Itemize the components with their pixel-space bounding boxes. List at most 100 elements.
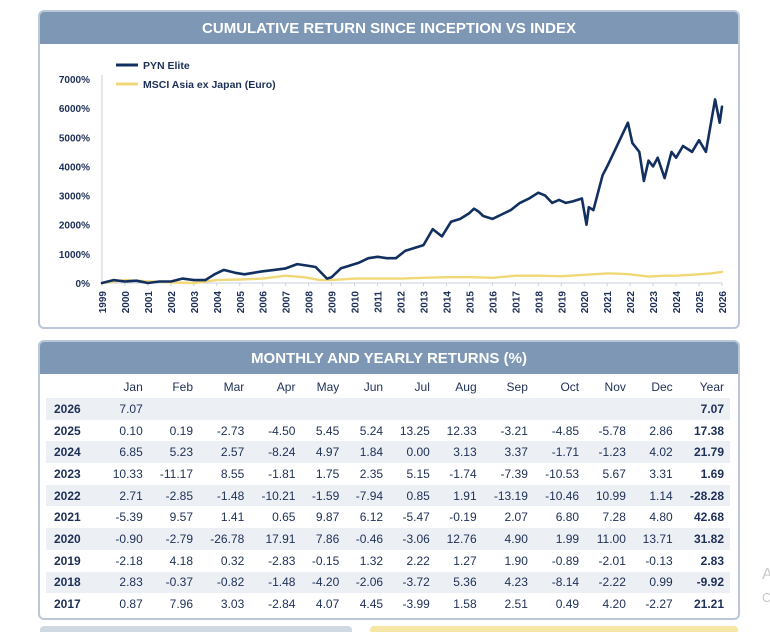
yearly-return-cell: 42.68	[693, 510, 724, 525]
x-tick-label: 2001	[144, 291, 155, 314]
monthly-return-cell: 4.97	[301, 441, 346, 464]
x-tick-label: 2016	[488, 291, 499, 314]
monthly-return-cell: 2.86	[649, 423, 673, 438]
monthly-return-cell: 5.23	[148, 441, 200, 464]
row-year: 2022	[46, 484, 102, 507]
row-year: 2020	[46, 528, 102, 550]
row-year: 2021	[54, 510, 81, 525]
x-tick-label: 2022	[626, 291, 637, 314]
x-tick-label: 2013	[419, 291, 430, 314]
yearly-return-cell: 21.21	[693, 597, 724, 612]
monthly-return-cell: -2.27	[645, 597, 673, 612]
monthly-return-cell: -0.13	[645, 553, 673, 568]
monthly-return-cell: -0.46	[345, 528, 390, 550]
yearly-return-cell: 31.82	[678, 528, 730, 550]
y-tick-label: 6000%	[59, 104, 90, 115]
yearly-return-cell: 7.07	[678, 398, 730, 420]
monthly-return-cell: -2.85	[148, 484, 200, 507]
monthly-return-cell: -0.82	[199, 571, 251, 594]
column-header-mar: Mar	[223, 380, 245, 394]
row-year: 2026	[46, 398, 102, 420]
monthly-return-cell: 9.57	[169, 510, 194, 525]
monthly-return-cell: -2.22	[585, 571, 632, 594]
monthly-return-cell: 0.49	[555, 597, 580, 612]
monthly-return-cell: -3.99	[402, 597, 430, 612]
column-header-feb: Feb	[172, 380, 194, 394]
table-row: 2021 -5.39 9.57 1.41 0.65 9.87 6.12 -5.47 -0.19 2…	[46, 506, 730, 528]
monthly-return-cell: 0.10	[119, 423, 143, 438]
monthly-returns-panel: MONTHLY AND YEARLY RETURNS (%) Jan Feb Mar…	[38, 340, 740, 620]
x-tick-label: 2007	[282, 291, 293, 314]
x-tick-label: 2019	[557, 291, 568, 314]
monthly-return-cell	[148, 398, 200, 420]
monthly-return-cell: 6.80	[555, 510, 580, 525]
monthly-return-cell: 6.85	[102, 441, 149, 464]
x-tick-label: 2009	[328, 291, 339, 314]
yearly-return-cell: -28.28	[678, 484, 730, 507]
y-tick-label: 0%	[76, 279, 91, 290]
monthly-return-cell: 0.99	[631, 571, 679, 594]
table-row: 2026 7.07 7.07	[46, 398, 730, 420]
monthly-return-cell: 2.51	[504, 597, 528, 612]
x-tick-label: 2012	[397, 291, 408, 314]
table-row: 2023 10.33 -11.17 8.55 -1.81 1.75 2.35 5.15 -1.7…	[46, 463, 730, 485]
monthly-return-cell: -1.23	[585, 441, 632, 464]
monthly-return-cell: 12.33	[446, 423, 477, 438]
table-row: 2017 0.87 7.96 3.03 -2.84 4.07 4.45 -3.99 1.58 2.…	[46, 593, 730, 615]
monthly-return-cell: -8.14	[533, 571, 586, 594]
x-tick-label: 2005	[236, 291, 247, 314]
monthly-return-cell: -10.53	[545, 466, 580, 481]
monthly-return-cell: 4.45	[359, 597, 384, 612]
monthly-return-cell: 4.23	[482, 571, 534, 594]
row-year: 2025	[54, 423, 81, 438]
x-tick-label: 2026	[718, 291, 729, 314]
monthly-return-cell: 4.02	[631, 441, 679, 464]
table-row: 2019 -2.18 4.18 0.32 -2.83 -0.15 1.32 2.22 1.27 1…	[46, 550, 730, 572]
chart-title: CUMULATIVE RETURN SINCE INCEPTION VS IND…	[40, 12, 738, 44]
monthly-return-cell: -3.21	[500, 423, 528, 438]
monthly-return-cell: 7.07	[102, 398, 149, 420]
monthly-return-cell: 8.55	[220, 466, 245, 481]
monthly-return-cell: -2.06	[345, 571, 390, 594]
monthly-returns-table: Jan Feb Mar Apr May Jun Jul Aug Sep Oct Nov Dec Year…	[46, 376, 730, 615]
x-tick-label: 2000	[121, 291, 132, 314]
series-line-msci-asia-ex-japan-euro	[100, 270, 724, 285]
monthly-return-cell: -5.39	[115, 510, 143, 525]
monthly-return-cell: 1.75	[315, 466, 340, 481]
yearly-return-cell: 21.79	[678, 441, 730, 464]
monthly-return-cell	[585, 398, 632, 420]
monthly-return-cell: -0.37	[148, 571, 200, 594]
edge-glyph-c: C	[762, 590, 770, 605]
cumulative-return-chart: 0% 1000% 2000% 3000% 4000% 5000% 6000% 7000% 199…	[59, 60, 729, 314]
monthly-return-cell: 6.12	[359, 510, 384, 525]
table-header-row: Jan Feb Mar Apr May Jun Jul Aug Sep Oct Nov Dec Year	[46, 376, 730, 398]
monthly-return-cell: 0.87	[119, 597, 143, 612]
monthly-return-cell	[389, 398, 436, 420]
monthly-return-cell: 2.22	[406, 553, 430, 568]
monthly-return-cell: 5.24	[359, 423, 384, 438]
monthly-return-cell: 3.31	[649, 466, 673, 481]
monthly-return-cell	[631, 398, 679, 420]
monthly-return-cell: -1.48	[199, 484, 251, 507]
monthly-return-cell: 5.45	[315, 423, 340, 438]
y-tick-label: 7000%	[59, 75, 90, 86]
x-tick-label: 2008	[305, 291, 316, 314]
x-tick-label: 2010	[351, 291, 362, 314]
monthly-return-cell: -1.74	[449, 466, 477, 481]
monthly-return-cell: -1.71	[533, 441, 586, 464]
x-tick-label: 2002	[167, 291, 178, 314]
x-tick-label: 2014	[442, 291, 453, 314]
next-panel-edge-right	[370, 626, 738, 632]
monthly-return-cell	[435, 398, 483, 420]
table-row: 2022 2.71 -2.85 -1.48 -10.21 -1.59 -7.94 0.85 1.…	[46, 484, 730, 507]
row-year: 2024	[46, 441, 102, 464]
x-tick-label: 1999	[98, 291, 109, 314]
monthly-return-cell: 1.84	[345, 441, 390, 464]
monthly-return-cell: 0.65	[272, 510, 296, 525]
monthly-return-cell: 4.07	[315, 597, 340, 612]
monthly-return-cell: -3.06	[389, 528, 436, 550]
legend-entry: MSCI Asia ex Japan (Euro)	[143, 79, 276, 91]
monthly-return-cell: -2.73	[216, 423, 245, 438]
monthly-return-cell: -1.59	[301, 484, 346, 507]
monthly-return-cell: 1.91	[435, 484, 483, 507]
